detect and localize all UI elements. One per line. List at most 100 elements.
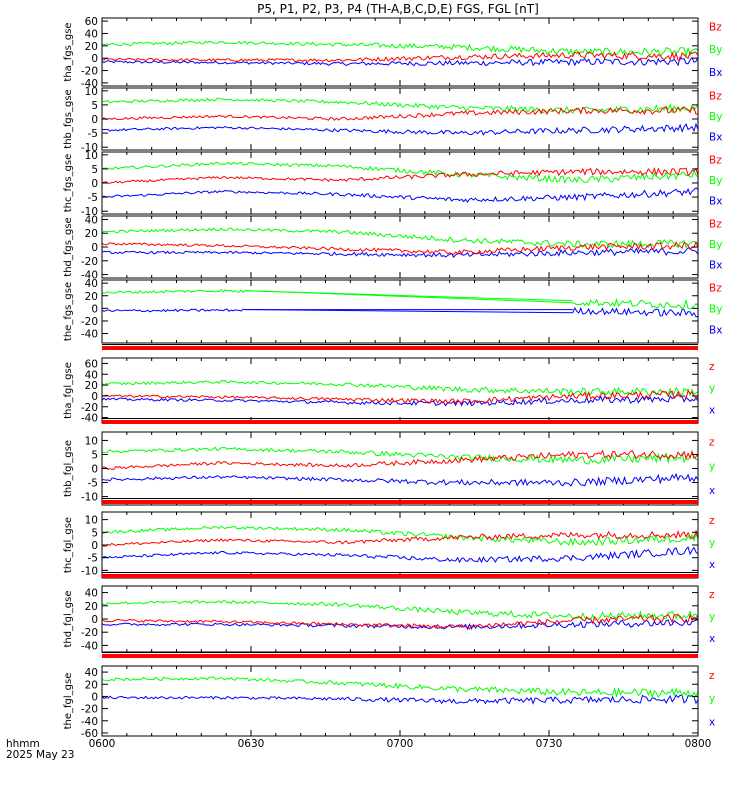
ylabel: the_fgs_gse — [63, 282, 74, 341]
ytick-label: 40 — [85, 278, 98, 290]
ytick-label: 20 — [85, 601, 98, 613]
legend-x: x — [709, 633, 715, 645]
series-bx — [101, 56, 699, 67]
ytick-label: 40 — [85, 369, 98, 381]
ytick-label: 5 — [91, 449, 98, 461]
series-y — [101, 676, 699, 699]
xtick-label: 0700 — [387, 738, 414, 750]
panel-thd-fgs-gse: 40 20 0 -20 -40 thd_fgs_gse Bz By Bx — [63, 214, 722, 281]
ytick-label: 10 — [85, 150, 98, 162]
series-bz — [101, 51, 699, 63]
ytick-label: -10 — [81, 142, 98, 154]
ytick-label: 10 — [85, 515, 98, 527]
ylabel: thb_fgs_gse — [63, 89, 74, 148]
coverage-bar — [102, 654, 698, 658]
coverage-bar — [102, 500, 698, 504]
legend-z: z — [709, 670, 715, 682]
xtick-label: 0600 — [89, 738, 116, 750]
ytick-label: 0 — [91, 178, 98, 190]
ytick-label: 0 — [91, 242, 98, 254]
ytick-label: 40 — [85, 214, 98, 226]
ylabel: tha_fgs_gse — [63, 22, 74, 81]
panel-frame — [101, 585, 699, 653]
ytick-label: -40 — [81, 716, 98, 728]
legend-by: By — [709, 175, 722, 187]
coverage-bar — [102, 574, 698, 578]
ytick-label: 0 — [91, 391, 98, 403]
series-bx — [101, 306, 699, 318]
ytick-label: -20 — [81, 704, 98, 716]
legend-bx: Bx — [709, 260, 722, 272]
legend-bz: Bz — [709, 283, 722, 295]
ytick-label: -20 — [81, 66, 98, 78]
series-by — [101, 40, 699, 58]
panel-frame — [101, 151, 699, 215]
legend-x: x — [709, 404, 715, 416]
ytick-label: 0 — [91, 540, 98, 552]
ytick-label: 0 — [91, 464, 98, 476]
legend-bx: Bx — [709, 325, 722, 337]
series-by — [102, 161, 699, 185]
date-label: 2025 May 23 — [6, 749, 74, 761]
series-bz — [101, 240, 699, 256]
ytick-label: -40 — [81, 413, 98, 425]
ytick-label: 40 — [85, 667, 98, 679]
panel-frame — [101, 87, 699, 151]
figure-title: P5, P1, P2, P3, P4 (TH-A,B,C,D,E) FGS, F… — [257, 2, 539, 16]
legend-y: y — [709, 537, 715, 549]
ytick-label: 10 — [85, 435, 98, 447]
series-by — [101, 97, 699, 115]
series-bz — [101, 106, 699, 121]
legend-x: x — [709, 485, 715, 497]
ylabel: tha_fgl_gse — [63, 362, 74, 419]
legend-z: z — [709, 361, 715, 373]
ytick-label: -5 — [88, 192, 98, 204]
series-bx — [101, 187, 699, 203]
ylabel: the_fgl_gse — [63, 673, 74, 730]
panel-thb-fgs-gse: 10 5 0 -5 -10 thb_fgs_gse Bz By Bx — [63, 86, 722, 154]
ylabel: thd_fgs_gse — [63, 217, 74, 276]
ylabel: thd_fgl_gse — [63, 591, 74, 648]
legend-bz: Bz — [709, 218, 722, 230]
panel-frame — [101, 431, 699, 506]
ytick-label: -20 — [81, 316, 98, 328]
time-label: hhmm — [6, 738, 40, 750]
ytick-label: 0 — [91, 303, 98, 315]
ytick-label: 10 — [85, 86, 98, 98]
ytick-label: 60 — [85, 16, 98, 28]
ytick-label: 20 — [85, 679, 98, 691]
series-by — [101, 227, 699, 249]
series-x — [101, 546, 699, 564]
legend-z: z — [709, 589, 715, 601]
series-z — [101, 613, 699, 630]
panel-thb-fgl-gse: 10 5 0 -5 -10 thb_fgl_gse z yx — [63, 418, 715, 506]
legend-by: By — [709, 304, 722, 316]
legend-bz: Bz — [709, 21, 722, 33]
series-y — [101, 600, 699, 621]
ytick-label: 5 — [91, 527, 98, 539]
legend-by: By — [709, 239, 722, 251]
legend-z: z — [709, 436, 715, 448]
legend-bx: Bx — [709, 132, 722, 144]
coverage-bar — [102, 346, 698, 350]
xtick-label: 0800 — [685, 738, 712, 750]
ytick-label: -20 — [81, 256, 98, 268]
ytick-label: 60 — [85, 358, 98, 370]
ytick-label: -10 — [81, 206, 98, 218]
ytick-label: 0 — [91, 691, 98, 703]
ytick-label: -40 — [81, 329, 98, 341]
legend-z: z — [709, 515, 715, 527]
ylabel: thc_fgs_gse — [63, 154, 74, 213]
xtick-label: 0730 — [536, 738, 563, 750]
legend-y: y — [709, 461, 715, 473]
series-y — [102, 446, 699, 465]
legend-bx: Bx — [709, 67, 722, 79]
legend-bz: Bz — [709, 154, 722, 166]
series-bx — [101, 122, 699, 136]
time-axis: 0600 0630 0700 0730 0800 — [89, 738, 712, 750]
